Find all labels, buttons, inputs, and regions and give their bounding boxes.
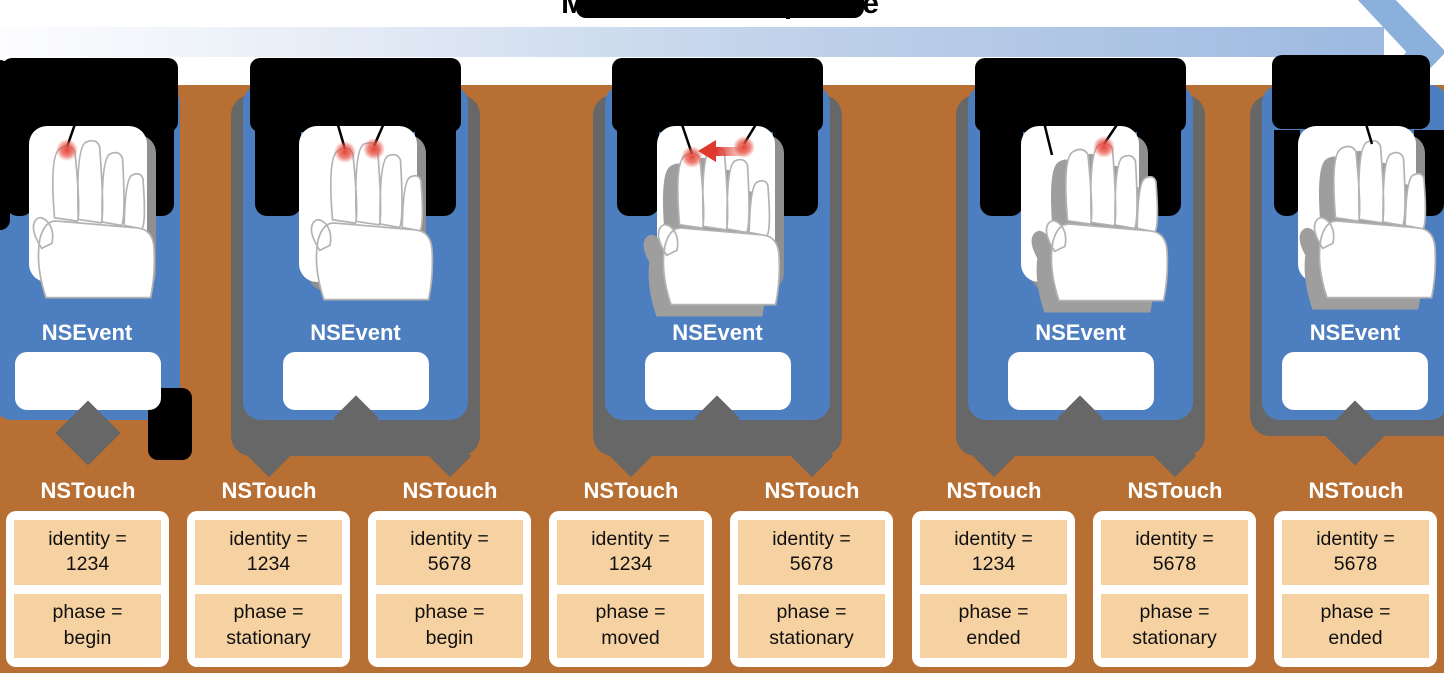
diagram-title: Multi-Touch Sequence — [561, 0, 879, 20]
identity-box: identity = 1234 — [920, 520, 1067, 585]
phase-value: stationary — [226, 626, 311, 649]
title-blob — [576, 0, 864, 18]
callout-label: Begin — [60, 102, 120, 125]
phase-box: phase = ended — [920, 593, 1067, 658]
phase-value: ended — [1328, 626, 1383, 649]
black-flank — [143, 130, 174, 216]
phase-value: begin — [425, 626, 474, 649]
nstouch-label: NSTouch — [1308, 478, 1404, 503]
identity-box: identity = 1234 — [557, 520, 704, 585]
black-flank — [255, 130, 301, 216]
black-flank — [1137, 130, 1181, 216]
trackpad-2 — [299, 126, 417, 282]
nsevent-label: NSEvent — [41, 320, 133, 345]
identity-value: 1234 — [246, 553, 291, 576]
trackpad-5 — [1298, 126, 1416, 282]
identity-key: identity = — [229, 527, 308, 550]
identity-box: identity = 5678 — [376, 520, 523, 585]
identity-key: identity = — [1135, 527, 1214, 550]
identity-value: 5678 — [1333, 553, 1378, 576]
black-flank — [6, 130, 33, 216]
event-box — [15, 352, 161, 410]
trackpad-1 — [29, 126, 147, 282]
phase-box: phase = stationary — [1101, 593, 1248, 658]
identity-key: identity = — [954, 527, 1033, 550]
phase-key: phase = — [776, 601, 847, 624]
identity-key: identity = — [591, 527, 670, 550]
touch-card: identity = 1234 phase = moved — [549, 511, 712, 667]
identity-value: 1234 — [971, 553, 1016, 576]
black-flank — [617, 130, 659, 216]
phase-value: moved — [601, 626, 660, 649]
black-flank — [1274, 130, 1300, 216]
black-flank — [415, 130, 456, 216]
nsevent-label: NSEvent — [1309, 320, 1401, 345]
phase-key: phase = — [958, 601, 1029, 624]
phase-value: stationary — [769, 626, 854, 649]
identity-box: identity = 5678 — [738, 520, 885, 585]
phase-key: phase = — [1320, 601, 1391, 624]
identity-key: identity = — [410, 527, 489, 550]
identity-box: identity = 1234 — [14, 520, 161, 585]
phase-value: begin — [63, 626, 112, 649]
phase-box: phase = begin — [14, 593, 161, 658]
identity-box: identity = 5678 — [1282, 520, 1429, 585]
identity-value: 5678 — [427, 553, 472, 576]
identity-value: 5678 — [789, 553, 834, 576]
identity-box: identity = 1234 — [195, 520, 342, 585]
identity-key: identity = — [1316, 527, 1395, 550]
identity-value: 1234 — [608, 553, 653, 576]
black-flank — [980, 130, 1023, 216]
black-flank — [1414, 130, 1444, 216]
phase-box: phase = ended — [1282, 593, 1429, 658]
black-blob — [0, 60, 10, 230]
phase-key: phase = — [414, 601, 485, 624]
callout-label: End — [992, 102, 1032, 125]
identity-value: 5678 — [1152, 553, 1197, 576]
nstouch-label: NSTouch — [764, 478, 860, 503]
trackpad-4 — [1021, 126, 1139, 282]
callout-label: End — [1331, 99, 1371, 122]
identity-key: identity = — [48, 527, 127, 550]
callout-label: Begin — [390, 102, 449, 125]
touch-card: identity = 5678 phase = stationary — [1093, 511, 1256, 667]
nstouch-label: NSTouch — [1127, 478, 1223, 503]
black-flank — [773, 130, 818, 216]
phase-box: phase = stationary — [738, 593, 885, 658]
phase-box: phase = stationary — [195, 593, 342, 658]
trackpad-3 — [657, 126, 775, 282]
phase-box: phase = begin — [376, 593, 523, 658]
nsevent-label: NSEvent — [1035, 320, 1126, 345]
identity-value: 1234 — [65, 553, 110, 576]
nstouch-label: NSTouch — [946, 478, 1042, 503]
callout-band-1: Begin — [2, 58, 178, 132]
touch-card: identity = 1234 phase = begin — [6, 511, 169, 667]
nstouch-label: NSTouch — [40, 478, 136, 503]
nsevent-label: NSEvent — [672, 320, 763, 345]
phase-value: stationary — [1132, 626, 1217, 649]
identity-key: identity = — [772, 527, 851, 550]
touch-card: identity = 5678 phase = begin — [368, 511, 531, 667]
touch-card: identity = 1234 phase = stationary — [187, 511, 350, 667]
touch-card: identity = 1234 phase = ended — [912, 511, 1075, 667]
identity-box: identity = 5678 — [1101, 520, 1248, 585]
sequence-arrow-shaft — [0, 27, 1384, 57]
phase-key: phase = — [1139, 601, 1210, 624]
callout-label: Move — [625, 102, 680, 125]
event-box — [1282, 352, 1428, 410]
phase-key: phase = — [52, 601, 123, 624]
phase-box: phase = moved — [557, 593, 704, 658]
nstouch-label: NSTouch — [583, 478, 679, 503]
nstouch-label: NSTouch — [221, 478, 317, 503]
phase-value: ended — [966, 626, 1021, 649]
phase-key: phase = — [595, 601, 666, 624]
touch-card: identity = 5678 phase = stationary — [730, 511, 893, 667]
touch-card: identity = 5678 phase = ended — [1274, 511, 1437, 667]
phase-key: phase = — [233, 601, 304, 624]
callout-band-5: End — [1272, 55, 1430, 129]
nsevent-label: NSEvent — [310, 320, 401, 345]
nstouch-label: NSTouch — [402, 478, 498, 503]
